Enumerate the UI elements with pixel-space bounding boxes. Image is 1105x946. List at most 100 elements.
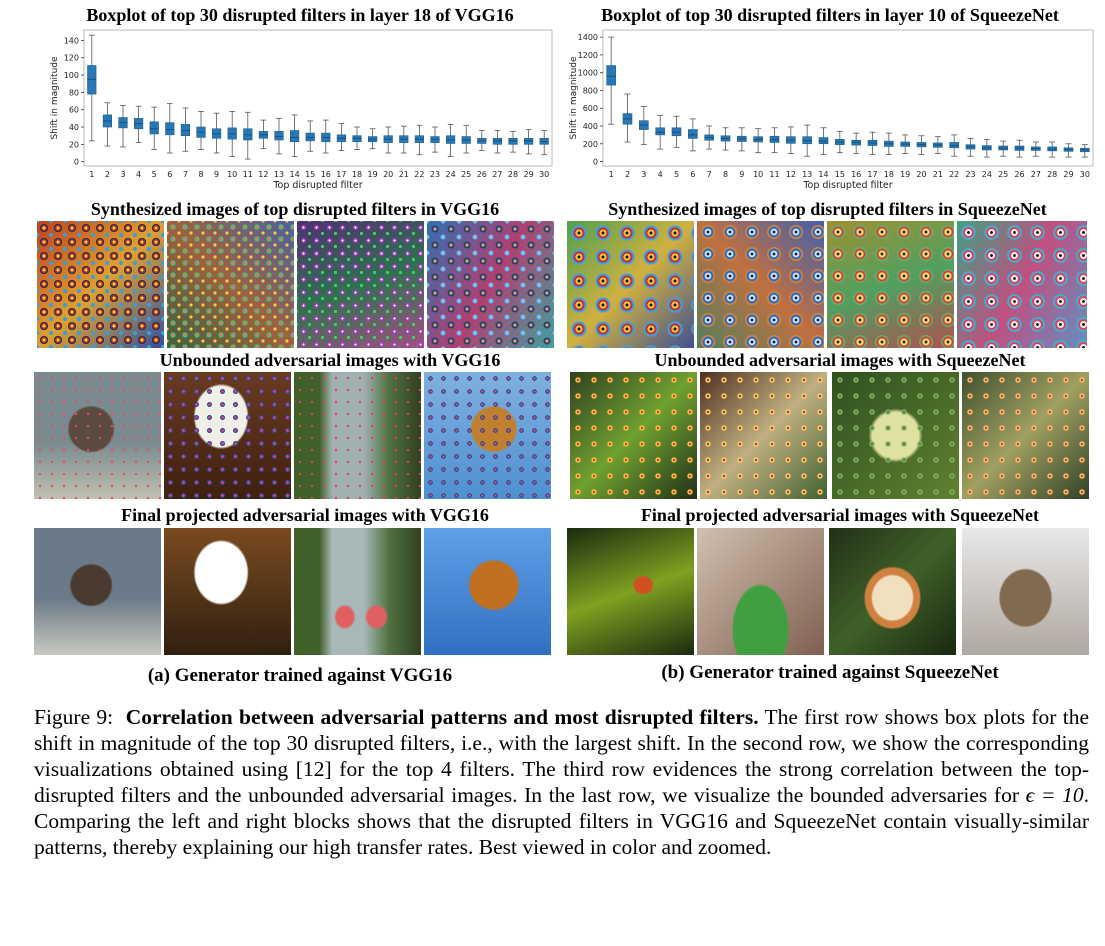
box-30	[539, 130, 549, 156]
x-tick-label: 15	[835, 170, 845, 179]
box-body	[606, 65, 616, 86]
squeeze-final-title: Final projected adversarial images with …	[640, 505, 1040, 525]
y-tick-label: 140	[64, 36, 79, 45]
box-14	[290, 114, 300, 157]
vgg-final-2	[164, 528, 291, 655]
box-6	[688, 118, 698, 152]
box-2	[102, 102, 112, 147]
x-tick-label: 24	[446, 170, 456, 179]
y-tick-label: 0	[593, 158, 598, 167]
x-tick-label: 13	[274, 170, 284, 179]
x-tick-label: 21	[399, 170, 409, 179]
squeeze-unbounded-3	[832, 372, 959, 499]
x-tick-label: 17	[867, 170, 877, 179]
x-tick-label: 22	[949, 170, 959, 179]
vgg-unbounded-2	[164, 372, 291, 499]
box-body	[290, 130, 300, 143]
x-tick-label: 12	[786, 170, 796, 179]
y-tick-label: 120	[64, 54, 79, 63]
x-tick-label: 11	[243, 170, 253, 179]
vgg-unbounded-1	[34, 372, 161, 499]
vgg-unbounded-4	[424, 372, 551, 499]
x-tick-label: 9	[739, 170, 744, 179]
vgg-synth-title: Synthesized images of top disrupted filt…	[90, 199, 500, 219]
box-20	[383, 126, 393, 154]
box-1	[87, 34, 97, 142]
y-axis-label: Shift in magnitude	[50, 56, 60, 140]
x-tick-label: 8	[198, 170, 203, 179]
box-body	[165, 122, 175, 136]
vgg-synth-4	[427, 221, 554, 348]
box-17	[867, 131, 878, 155]
box-body	[149, 121, 159, 135]
x-tick-label: 22	[414, 170, 424, 179]
x-tick-label: 15	[305, 170, 315, 179]
caption-bold-title: Correlation between adversarial patterns…	[125, 705, 759, 729]
box-5	[149, 106, 159, 150]
box-24	[446, 124, 456, 157]
vgg-plot-title: Boxplot of top 30 disrupted filters in l…	[86, 5, 514, 25]
box-17	[336, 123, 346, 151]
squeeze-unbounded-4	[962, 372, 1089, 499]
vgg-final-title: Final projected adversarial images with …	[121, 505, 489, 525]
x-tick-label: 10	[753, 170, 763, 179]
y-tick-label: 1000	[578, 69, 598, 78]
y-tick-label: 1400	[578, 33, 598, 42]
y-tick-label: 40	[69, 123, 79, 132]
x-tick-label: 14	[818, 170, 828, 179]
box-16	[321, 119, 331, 154]
squeeze-unbounded-1	[570, 372, 697, 499]
plot-frame	[83, 29, 553, 167]
box-3	[118, 104, 128, 148]
vgg-final-3	[294, 528, 421, 655]
x-tick-label: 17	[336, 170, 346, 179]
box-21	[933, 136, 943, 154]
vgg-unbounded-title: Unbounded adversarial images with VGG16	[159, 350, 501, 370]
box-18	[352, 126, 362, 150]
x-tick-label: 20	[383, 170, 393, 179]
x-tick-label: 16	[851, 170, 861, 179]
box-13	[802, 124, 812, 157]
box-25	[461, 124, 471, 154]
x-tick-label: 25	[461, 170, 471, 179]
x-tick-label: 19	[368, 170, 378, 179]
x-tick-label: 5	[152, 170, 157, 179]
y-tick-label: 100	[64, 71, 79, 80]
vgg-synth-3	[297, 221, 424, 348]
x-tick-label: 21	[933, 170, 943, 179]
x-tick-label: 29	[1063, 170, 1073, 179]
x-tick-label: 2	[105, 170, 110, 179]
box-8	[720, 127, 731, 151]
vgg-synth-1	[37, 221, 164, 348]
y-axis-label: Shift in magnitude	[569, 56, 579, 140]
y-tick-label: 20	[69, 140, 79, 149]
x-tick-label: 28	[1047, 170, 1057, 179]
squeeze-unbounded-2	[700, 372, 827, 499]
box-29	[524, 129, 534, 155]
box-27	[1031, 141, 1041, 157]
vgg-subcaption: (a) Generator trained against VGG16	[147, 665, 453, 686]
x-tick-label: 19	[900, 170, 910, 179]
x-tick-label: 30	[539, 170, 549, 179]
x-axis-label: Top disrupted filter	[802, 180, 892, 190]
y-tick-label: 0	[74, 158, 79, 167]
y-tick-label: 400	[583, 122, 598, 131]
x-tick-label: 10	[227, 170, 237, 179]
x-tick-label: 26	[1014, 170, 1024, 179]
x-tick-label: 4	[136, 170, 141, 179]
x-tick-label: 6	[690, 170, 695, 179]
box-9	[212, 112, 222, 154]
box-13	[274, 117, 284, 155]
box-18	[884, 132, 894, 155]
box-4	[134, 105, 144, 144]
box-1	[606, 36, 616, 125]
box-body	[655, 127, 665, 136]
box-11	[769, 127, 780, 154]
x-tick-label: 27	[1031, 170, 1041, 179]
x-tick-label: 13	[802, 170, 812, 179]
x-tick-label: 7	[707, 170, 712, 179]
box-28	[1047, 141, 1057, 158]
x-tick-label: 27	[492, 170, 502, 179]
box-21	[399, 125, 409, 154]
